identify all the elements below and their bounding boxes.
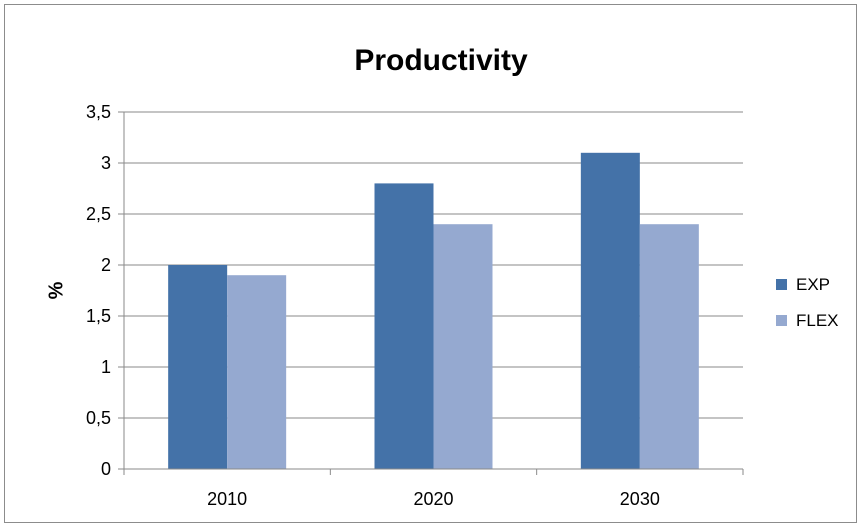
bar-flex-2010 [227,275,287,469]
bar-flex-2030 [639,224,699,469]
x-tick-label: 2010 [207,489,247,509]
x-tick-labels: 2010 2020 2030 [207,489,660,509]
bar-exp-2010 [168,265,228,469]
bar-exp-2030 [580,152,640,470]
axes [123,112,744,475]
bar-exp-2020 [374,183,434,469]
y-tick-label: 1 [101,357,111,377]
y-tick-label: 2,5 [86,204,111,224]
y-tick-label: 0 [101,459,111,479]
legend-swatch-flex [776,315,787,326]
y-tick-label: 2 [101,255,111,275]
legend-swatch-exp [776,279,787,290]
bars [168,152,699,470]
y-tick-labels: 0 0,5 1 1,5 2 2,5 3 3,5 [86,102,111,479]
y-tick-label: 1,5 [86,306,111,326]
y-tick-label: 0,5 [86,408,111,428]
legend-label-exp: EXP [796,275,830,294]
legend: EXP FLEX [776,275,839,330]
x-tick-label: 2030 [620,489,660,509]
y-axis-label: % [45,281,67,299]
x-tick-label: 2020 [413,489,453,509]
legend-label-flex: FLEX [796,311,839,330]
bar-flex-2020 [433,224,493,469]
chart-title: Productivity [354,44,528,77]
y-tick-label: 3,5 [86,102,111,122]
y-tick-label: 3 [101,153,111,173]
